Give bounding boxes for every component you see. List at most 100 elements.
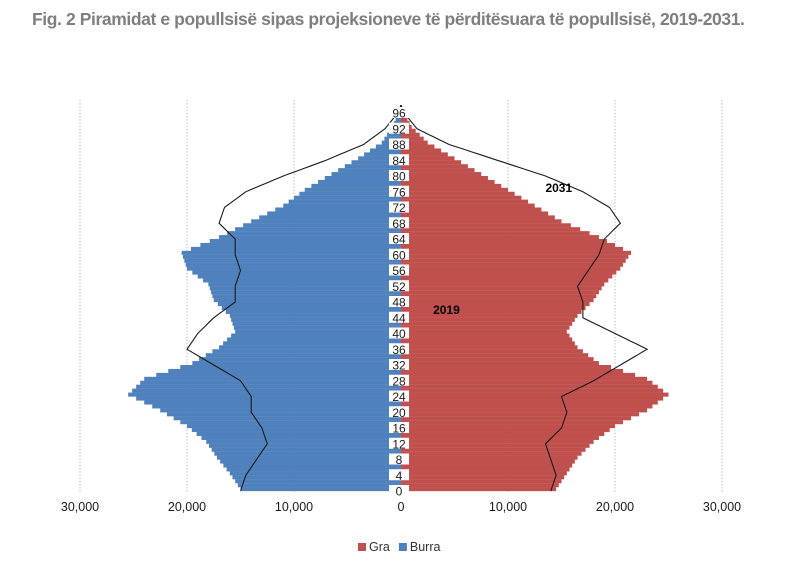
female-bar xyxy=(401,357,594,361)
female-bar xyxy=(401,444,590,448)
male-bar xyxy=(227,337,401,341)
female-bar xyxy=(401,361,599,365)
male-bar xyxy=(231,334,401,338)
female-bar xyxy=(401,188,508,192)
female-bar xyxy=(401,424,615,428)
female-bar xyxy=(401,326,570,330)
female-bar xyxy=(401,208,541,212)
male-bar xyxy=(283,204,401,208)
male-bar xyxy=(289,200,401,204)
male-bar xyxy=(136,397,401,401)
male-bar xyxy=(198,274,401,278)
female-bar xyxy=(401,393,669,397)
female-bar xyxy=(401,389,663,393)
female-bar xyxy=(401,227,580,231)
male-bar xyxy=(180,365,401,369)
male-bar xyxy=(206,440,401,444)
female-bar xyxy=(401,184,501,188)
male-bar xyxy=(223,463,401,467)
female-bar xyxy=(401,282,604,286)
female-bar xyxy=(401,428,610,432)
x-axis-tick-labels: 30,000 20,000 10,000 0 10,000 20,000 30,000 xyxy=(61,500,741,514)
male-bar xyxy=(180,420,401,424)
female-bar xyxy=(401,420,623,424)
male-bar xyxy=(132,389,401,393)
male-bar xyxy=(227,467,401,471)
female-bar xyxy=(401,204,535,208)
age-tick-label: 76 xyxy=(392,185,406,199)
female-bar xyxy=(401,377,647,381)
male-bar xyxy=(212,349,401,353)
age-tick-label: 56 xyxy=(392,264,406,278)
female-bar xyxy=(401,353,588,357)
male-bar xyxy=(144,400,401,404)
female-bar xyxy=(401,318,575,322)
age-tick-label: 52 xyxy=(392,280,406,294)
age-tick-label: 88 xyxy=(392,138,406,152)
male-bar xyxy=(235,479,401,483)
age-tick-label: 72 xyxy=(392,201,406,215)
male-bar xyxy=(241,487,402,491)
female-bar xyxy=(401,306,586,310)
male-bar xyxy=(219,235,401,239)
female-bar xyxy=(401,274,612,278)
x-tick-label: 30,000 xyxy=(61,500,99,514)
female-bar xyxy=(401,349,583,353)
age-tick-label: 40 xyxy=(392,327,406,341)
male-bar xyxy=(191,247,401,251)
x-tick-label: 20,000 xyxy=(168,500,206,514)
female-bar xyxy=(401,432,604,436)
male-bar xyxy=(140,381,401,385)
female-bar xyxy=(401,180,495,184)
female-bar xyxy=(401,412,639,416)
male-bar xyxy=(128,393,401,397)
female-bar xyxy=(401,302,590,306)
age-tick-label: 60 xyxy=(392,248,406,262)
female-bar xyxy=(401,400,658,404)
male-bar xyxy=(186,263,401,267)
male-bar xyxy=(136,385,401,389)
female-bar xyxy=(401,235,599,239)
x-tick-label: 10,000 xyxy=(275,500,313,514)
female-bar xyxy=(401,259,626,263)
male-bar xyxy=(206,353,401,357)
male-bar xyxy=(227,231,401,235)
male-bar xyxy=(217,456,401,460)
x-tick-label: 10,000 xyxy=(489,500,527,514)
age-tick-label: 48 xyxy=(392,296,406,310)
male-bar xyxy=(201,436,401,440)
year-annotation: 2031 xyxy=(545,181,572,195)
male-bar xyxy=(232,475,401,479)
female-bar xyxy=(401,176,488,180)
male-bar xyxy=(243,223,401,227)
female-bar xyxy=(401,452,582,456)
female-bars xyxy=(401,105,669,491)
age-tick-label: 16 xyxy=(392,422,406,436)
female-bar xyxy=(401,294,596,298)
female-bar xyxy=(401,341,575,345)
male-bar xyxy=(214,452,401,456)
age-tick-label: 4 xyxy=(396,469,403,483)
age-tick-label: 8 xyxy=(396,453,403,467)
male-bar xyxy=(238,483,401,487)
female-bar xyxy=(401,196,521,200)
male-bar xyxy=(167,412,401,416)
female-bar xyxy=(401,290,599,294)
female-bar xyxy=(401,373,635,377)
male-bar xyxy=(267,211,401,215)
female-bar xyxy=(401,365,611,369)
x-tick-label: 0 xyxy=(398,500,405,514)
age-tick-label: 12 xyxy=(392,437,406,451)
legend-swatch xyxy=(358,543,366,551)
male-bar xyxy=(192,361,401,365)
male-bar xyxy=(214,298,401,302)
male-bar xyxy=(251,219,401,223)
male-bar xyxy=(203,278,401,282)
age-tick-label: 96 xyxy=(392,107,406,121)
female-bar xyxy=(401,487,556,491)
male-bar xyxy=(235,227,401,231)
male-bar xyxy=(275,208,401,212)
year-annotation: 2019 xyxy=(433,303,460,317)
male-bar xyxy=(208,282,401,286)
